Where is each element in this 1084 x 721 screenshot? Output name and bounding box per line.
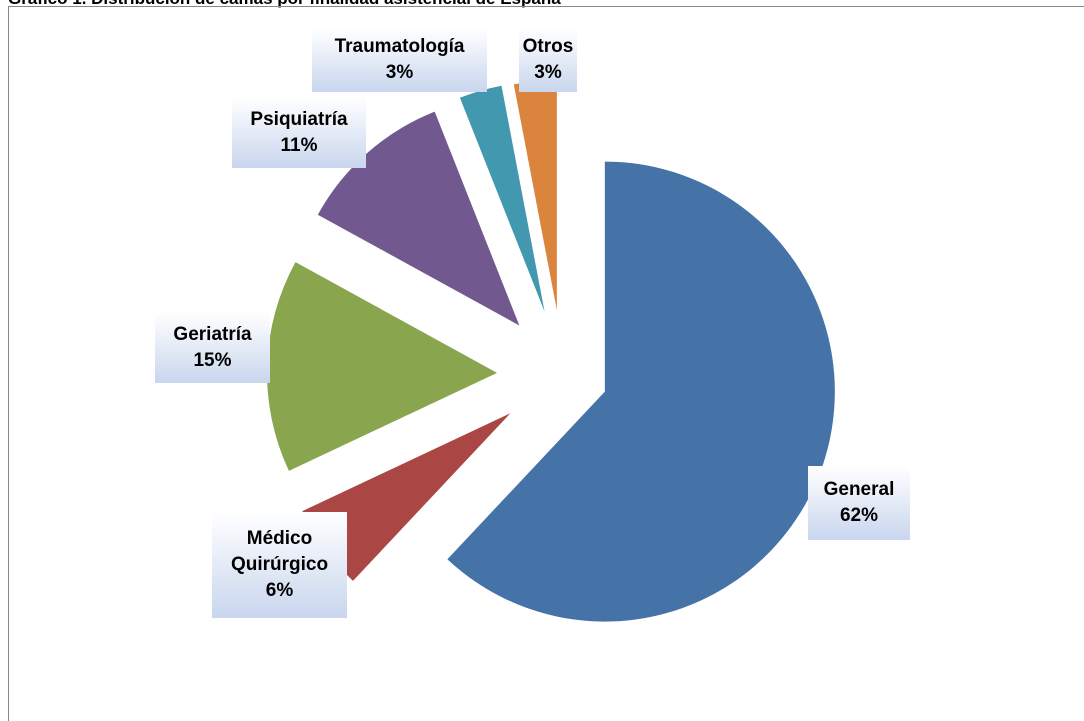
value-label: 6% — [265, 580, 294, 601]
pie-slice — [317, 111, 520, 326]
category-label: General — [823, 479, 895, 500]
category-label: Traumatología — [334, 36, 465, 57]
pie-slice — [447, 161, 835, 622]
value-label: 62% — [839, 505, 879, 526]
category-label: Psiquiatría — [250, 108, 348, 130]
data-label: Médico Quirúrgico 6% — [212, 512, 347, 618]
data-label: Psiquiatría 11% — [232, 97, 366, 168]
category-label: Médico Quirúrgico — [230, 528, 329, 575]
chart-title: Gráfico 1. Distribución de camas por fin… — [8, 0, 561, 9]
category-label: Otros — [522, 36, 574, 57]
data-label: Otros 3% — [519, 28, 577, 92]
value-label: 3% — [385, 62, 414, 83]
pie-slice — [513, 80, 557, 311]
pie-slice — [267, 262, 498, 471]
value-label: 15% — [193, 349, 232, 371]
chart-frame — [8, 6, 1084, 721]
pie-slice — [459, 85, 545, 312]
data-label: General 62% — [808, 466, 910, 540]
value-label: 11% — [280, 134, 318, 156]
data-label: Geriatría 15% — [155, 312, 270, 383]
data-label: Traumatología 3% — [312, 28, 487, 92]
pie-slice — [302, 413, 511, 581]
value-label: 3% — [534, 62, 562, 83]
category-label: Geriatría — [173, 323, 252, 345]
